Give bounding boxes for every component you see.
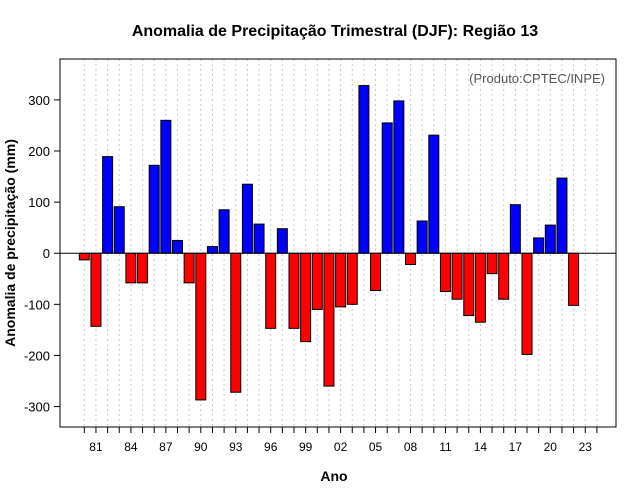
- bar-14: [474, 252, 486, 323]
- bar-15: [486, 252, 498, 275]
- bar-91: [206, 246, 218, 254]
- bar-90: [195, 252, 207, 401]
- bar-06: [381, 122, 393, 254]
- y-tick-label: 200: [28, 144, 50, 159]
- bar-81: [90, 252, 102, 327]
- bar-13: [463, 252, 475, 317]
- x-tick-label: 05: [369, 440, 383, 454]
- bars: [78, 85, 580, 401]
- bar-89: [183, 252, 195, 284]
- bar-92: [218, 209, 230, 254]
- x-tick-label: 14: [474, 440, 488, 454]
- x-tick-label: 17: [509, 440, 523, 454]
- bar-04: [358, 85, 370, 254]
- bar-85: [137, 252, 149, 284]
- bar-22: [568, 252, 580, 306]
- y-axis-label: Anomalia de precipitação (mm): [2, 139, 18, 347]
- y-tick-label: 0: [43, 246, 50, 261]
- y-tick-label: 100: [28, 195, 50, 210]
- y-tick-label: -300: [24, 400, 50, 415]
- bar-19: [533, 237, 545, 254]
- bar-80: [78, 252, 90, 261]
- bar-82: [102, 156, 114, 254]
- x-tick-label: 23: [579, 440, 593, 454]
- x-axis: 81 84 87 90 93 96 99 02 05 08 11 14 17 20 23: [83, 427, 598, 454]
- grid-lines: [83, 59, 598, 427]
- bar-96: [265, 252, 277, 329]
- bar-84: [125, 252, 137, 284]
- bar-03: [346, 252, 358, 305]
- x-axis-label: Ano: [320, 468, 347, 484]
- x-tick-label: 99: [299, 440, 313, 454]
- bar-88: [172, 239, 183, 254]
- bar-02: [335, 252, 347, 308]
- y-tick-label: 300: [28, 93, 50, 108]
- x-tick-label: 02: [334, 440, 348, 454]
- x-tick-label: 81: [89, 440, 103, 454]
- x-tick-label: 96: [264, 440, 278, 454]
- bar-86: [148, 164, 160, 254]
- bar-87: [160, 119, 172, 254]
- x-tick-label: 87: [159, 440, 173, 454]
- bar-83: [113, 206, 125, 254]
- bar-00: [311, 252, 323, 310]
- bar-01: [323, 252, 335, 387]
- x-tick-label: 08: [404, 440, 418, 454]
- product-credit: (Produto:CPTEC/INPE): [469, 71, 605, 86]
- bar-97: [276, 228, 288, 254]
- x-tick-label: 11: [439, 440, 452, 454]
- y-axis: -300 -200 -100 0 100 200 300: [24, 93, 60, 415]
- bar-93: [230, 252, 242, 393]
- x-tick-label: 93: [229, 440, 243, 454]
- bar-10: [428, 134, 440, 254]
- bar-11: [439, 252, 451, 293]
- bar-16: [498, 252, 510, 300]
- bar-20: [544, 224, 556, 254]
- plot-frame: [59, 58, 617, 428]
- bar-99: [300, 252, 312, 343]
- bar-07: [393, 100, 405, 254]
- bar-08: [405, 252, 416, 265]
- bar-18: [521, 252, 533, 355]
- bar-98: [288, 252, 300, 329]
- bar-94: [241, 183, 253, 254]
- x-tick-label: 84: [124, 440, 138, 454]
- bar-12: [451, 252, 463, 300]
- bar-95: [253, 223, 265, 254]
- bar-09: [416, 220, 428, 254]
- y-tick-label: -200: [24, 348, 50, 363]
- bar-05: [370, 252, 382, 292]
- bar-17: [509, 204, 521, 254]
- y-tick-label: -100: [24, 297, 50, 312]
- chart-title: Anomalia de Precipitação Trimestral (DJF…: [132, 23, 538, 40]
- x-tick-label: 90: [194, 440, 208, 454]
- bar-21: [556, 177, 568, 254]
- x-tick-label: 20: [544, 440, 558, 454]
